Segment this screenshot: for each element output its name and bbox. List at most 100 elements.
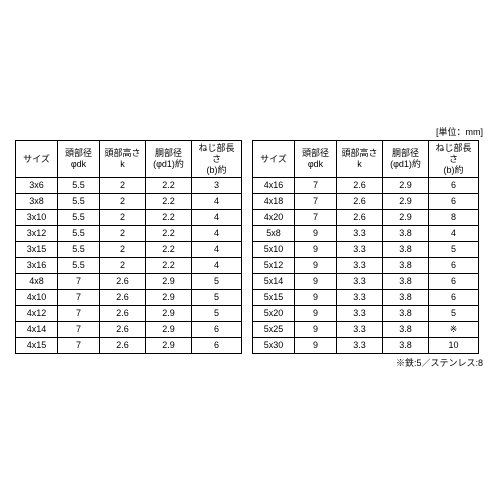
table-cell: 3.3: [337, 306, 383, 322]
table-cell: 4: [192, 258, 242, 274]
table-row: 4x1572.62.96: [16, 338, 242, 354]
footnote: ※鉄:5／ステンレス:8: [15, 356, 485, 369]
table-cell: 4x20: [253, 210, 295, 226]
table-cell: 2.6: [337, 194, 383, 210]
table-cell: 4x18: [253, 194, 295, 210]
table-row: 3x155.522.24: [16, 242, 242, 258]
table-cell: 6: [192, 338, 242, 354]
table-cell: 5x15: [253, 290, 295, 306]
table-cell: 9: [295, 322, 337, 338]
table-row: 5x2593.33.8※: [253, 322, 479, 338]
table-cell: 2.2: [146, 210, 192, 226]
table-cell: 5x12: [253, 258, 295, 274]
table-row: 4x1472.62.96: [16, 322, 242, 338]
table-cell: 3.8: [383, 226, 429, 242]
table-cell: 2.6: [100, 322, 146, 338]
table-cell: 5: [192, 290, 242, 306]
table-cell: 2: [100, 258, 146, 274]
table-row: 5x1093.33.85: [253, 242, 479, 258]
table-cell: 5x14: [253, 274, 295, 290]
table-cell: 5.5: [58, 242, 100, 258]
table-cell: 6: [429, 290, 479, 306]
table-cell: 4x10: [16, 290, 58, 306]
col-header: 胴部径(φd1)約: [383, 141, 429, 178]
table-cell: 5.5: [58, 210, 100, 226]
table-cell: 2.9: [146, 338, 192, 354]
table-cell: 2.2: [146, 178, 192, 194]
left-table: サイズ頭部径φdk頭部高さk胴部径(φd1)約ねじ部長さ(b)約3x65.522…: [15, 140, 242, 354]
table-cell: 3x16: [16, 258, 58, 274]
table-cell: 4x16: [253, 178, 295, 194]
col-header: サイズ: [253, 141, 295, 178]
table-row: 4x1072.62.95: [16, 290, 242, 306]
col-header: サイズ: [16, 141, 58, 178]
table-cell: 3.3: [337, 258, 383, 274]
table-cell: 5x30: [253, 338, 295, 354]
table-row: 3x105.522.24: [16, 210, 242, 226]
table-cell: 2.6: [337, 178, 383, 194]
table-row: 3x165.522.24: [16, 258, 242, 274]
table-cell: 3.3: [337, 274, 383, 290]
table-cell: 5.5: [58, 226, 100, 242]
table-cell: 7: [295, 178, 337, 194]
table-cell: 3.8: [383, 322, 429, 338]
table-cell: 2.9: [146, 290, 192, 306]
table-cell: 4x14: [16, 322, 58, 338]
table-cell: 3.3: [337, 226, 383, 242]
table-row: 4x1872.62.96: [253, 194, 479, 210]
table-cell: 4: [192, 210, 242, 226]
table-cell: 10: [429, 338, 479, 354]
table-cell: 2.2: [146, 258, 192, 274]
table-cell: 3x15: [16, 242, 58, 258]
col-header: 頭部径φdk: [58, 141, 100, 178]
col-header: ねじ部長さ(b)約: [429, 141, 479, 178]
table-row: 5x1593.33.86: [253, 290, 479, 306]
table-cell: 9: [295, 306, 337, 322]
table-row: 5x1493.33.86: [253, 274, 479, 290]
table-cell: 2.9: [383, 210, 429, 226]
table-cell: ※: [429, 322, 479, 338]
table-cell: 9: [295, 274, 337, 290]
table-cell: 3.8: [383, 258, 429, 274]
table-cell: 2.2: [146, 226, 192, 242]
col-header: 胴部径(φd1)約: [146, 141, 192, 178]
table-cell: 3x6: [16, 178, 58, 194]
table-cell: 9: [295, 242, 337, 258]
table-row: 3x85.522.24: [16, 194, 242, 210]
table-row: 3x125.522.24: [16, 226, 242, 242]
table-cell: 4x12: [16, 306, 58, 322]
table-cell: 5.5: [58, 178, 100, 194]
table-cell: 5x25: [253, 322, 295, 338]
table-cell: 4: [429, 226, 479, 242]
table-cell: 3x10: [16, 210, 58, 226]
table-cell: 2.9: [146, 274, 192, 290]
table-cell: 9: [295, 290, 337, 306]
table-cell: 2.9: [383, 194, 429, 210]
table-cell: 2: [100, 178, 146, 194]
col-header: 頭部径φdk: [295, 141, 337, 178]
table-cell: 3.8: [383, 242, 429, 258]
table-cell: 2.9: [146, 322, 192, 338]
table-row: 3x65.522.23: [16, 178, 242, 194]
table-cell: 7: [295, 210, 337, 226]
table-cell: 8: [429, 210, 479, 226]
table-cell: 7: [58, 322, 100, 338]
table-cell: 7: [58, 306, 100, 322]
table-cell: 7: [58, 274, 100, 290]
col-header: 頭部高さk: [337, 141, 383, 178]
table-cell: 5: [192, 274, 242, 290]
table-cell: 2.6: [337, 210, 383, 226]
table-cell: 2: [100, 194, 146, 210]
table-cell: 5: [429, 306, 479, 322]
table-cell: 4x8: [16, 274, 58, 290]
table-cell: 2.6: [100, 274, 146, 290]
table-row: 5x3093.33.810: [253, 338, 479, 354]
table-cell: 2.2: [146, 242, 192, 258]
table-cell: 3.8: [383, 338, 429, 354]
table-cell: 7: [58, 338, 100, 354]
col-header: ねじ部長さ(b)約: [192, 141, 242, 178]
table-row: 5x2093.33.85: [253, 306, 479, 322]
table-cell: 2.9: [383, 178, 429, 194]
table-cell: 4: [192, 242, 242, 258]
table-cell: 3.3: [337, 338, 383, 354]
